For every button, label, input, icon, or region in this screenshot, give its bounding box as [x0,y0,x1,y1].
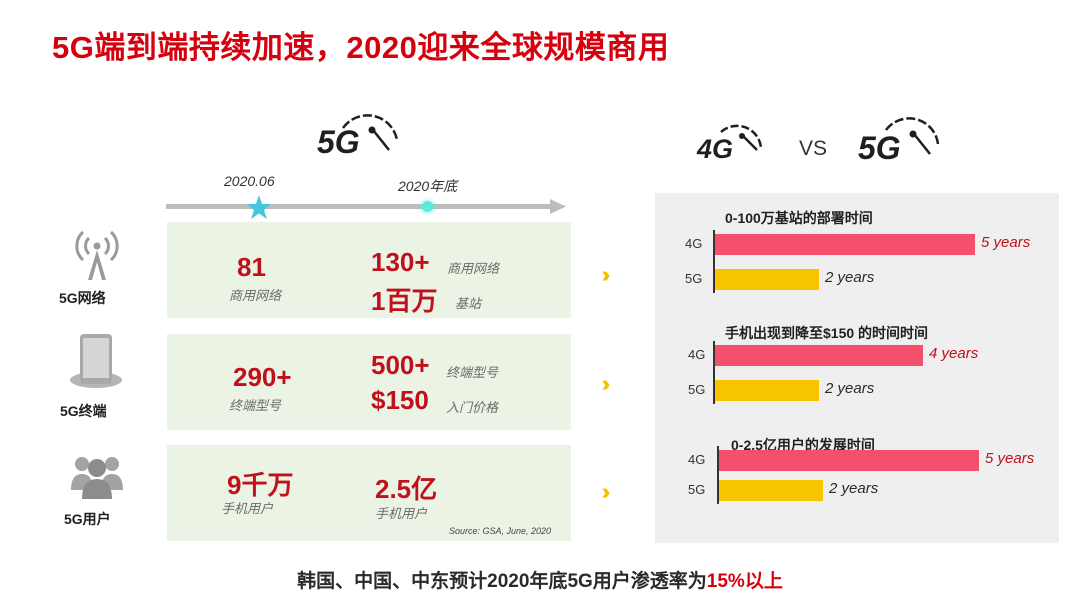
device-sub-2020-06: 终端型号 [229,398,282,413]
chart-bar [715,269,819,290]
users-sub-2020-06: 手机用户 [221,501,274,516]
arrow-head-icon [550,199,566,214]
chart-value-label: 2 years [825,380,875,397]
comparison-panel: 0-100万基站的部署时间 4G 5 years 5G 2 years 手机出现到降至$1… [655,193,1059,543]
comparison-chart: 0-2.5亿用户的发展时间 4G 5 years 5G 2 years [655,420,1059,535]
5g-speed-logo-right: 5G [856,104,944,166]
chart-value-label: 4 years [929,345,979,362]
network-sub-2020-06: 商用网络 [229,288,282,303]
chart-category-label: 5G [688,382,706,397]
network-value-2020-end: 130+ [371,247,430,277]
4g-logo-text: 4G [697,134,734,164]
cell-tower-icon [75,230,119,280]
source-note: Source: GSA, June, 2020 [449,526,552,536]
chart-axis [713,341,715,404]
chart-title: 手机出现到降至$150 的时间时间 [725,325,929,341]
chart-bar [715,380,819,401]
chart-bar [715,345,923,366]
users-sub-2020-end: 手机用户 [375,506,428,521]
device-panel: 290+ 终端型号 500+ 终端型号 $150 入门价格 [167,334,571,430]
chart-category-label: 5G [685,271,703,286]
row-label-network: 5G网络 [59,290,106,306]
device-value-2020-end: 500+ [371,350,430,380]
chart-title: 0-2.5亿用户的发展时间 [731,437,875,453]
row-label-device: 5G终端 [60,403,107,419]
vs-text: VS [799,137,828,160]
network-panel: 81 商用网络 130+ 商用网络 1百万 基站 [167,222,571,318]
chart-bar [715,234,975,255]
users-value-2020-end: 2.5亿 [375,474,438,504]
5g-speed-logo: 5G [313,100,403,162]
speedometer-icon [341,114,399,151]
star-icon [247,195,271,219]
timeline-date-1: 2020.06 [224,173,275,189]
5g-logo-text-right: 5G [858,130,901,166]
timeline-dot [422,201,433,212]
device-sub-2020-end: 终端型号 [446,365,499,380]
chart-value-label: 5 years [985,450,1035,467]
phone-icon [70,334,122,388]
chart-category-label: 4G [688,452,706,467]
users-panel: 9千万 手机用户 2.5亿 手机用户 Source: GSA, June, 20… [167,445,571,541]
chart-category-label: 4G [685,236,703,251]
bottom-statement: 韩国、中国、中东预计2020年底5G用户渗透率为15%以上 [0,566,1080,593]
chart-category-label: 4G [688,347,706,362]
network-value-2020-06: 81 [237,252,266,282]
chart-value-label: 2 years [825,269,875,286]
comparison-chart: 手机出现到降至$150 的时间时间 4G 4 years 5G 2 years [655,308,1059,423]
users-icon [71,457,123,499]
chart-bar [719,450,979,471]
chart-value-label: 5 years [981,234,1031,251]
row-label-users: 5G用户 [64,511,111,527]
chart-value-label: 2 years [829,480,879,497]
device-value-2020-06: 290+ [233,362,292,392]
chart-category-label: 5G [688,482,706,497]
timeline-date-2: 2020年底 [398,178,458,194]
bottom-text: 韩国、中国、中东预计2020年底5G用户渗透率为 [297,571,707,592]
base-station-sub: 基站 [455,296,482,311]
chart-axis [713,230,715,293]
network-sub-2020-end: 商用网络 [447,261,500,276]
chart-title: 0-100万基站的部署时间 [725,210,873,226]
chart-axis [717,446,719,504]
bottom-highlight: 15%以上 [706,571,783,592]
5g-logo-text: 5G [317,124,360,160]
users-value-2020-06: 9千万 [227,470,294,500]
chart-bar [719,480,823,501]
base-station-value: 1百万 [371,286,438,316]
speedometer-icon [720,124,763,151]
comparison-chart: 0-100万基站的部署时间 4G 5 years 5G 2 years [655,193,1059,308]
timeline: 2020.06 2020年底 [166,172,566,219]
timeline-arrow [166,204,554,209]
page-title: 5G端到端持续加速，2020迎来全球规模商用 [52,30,670,65]
device-price-value: $150 [371,385,429,415]
speedometer-icon [885,117,940,155]
4g-speed-logo: 4G [695,110,770,165]
device-price-sub: 入门价格 [446,400,499,415]
